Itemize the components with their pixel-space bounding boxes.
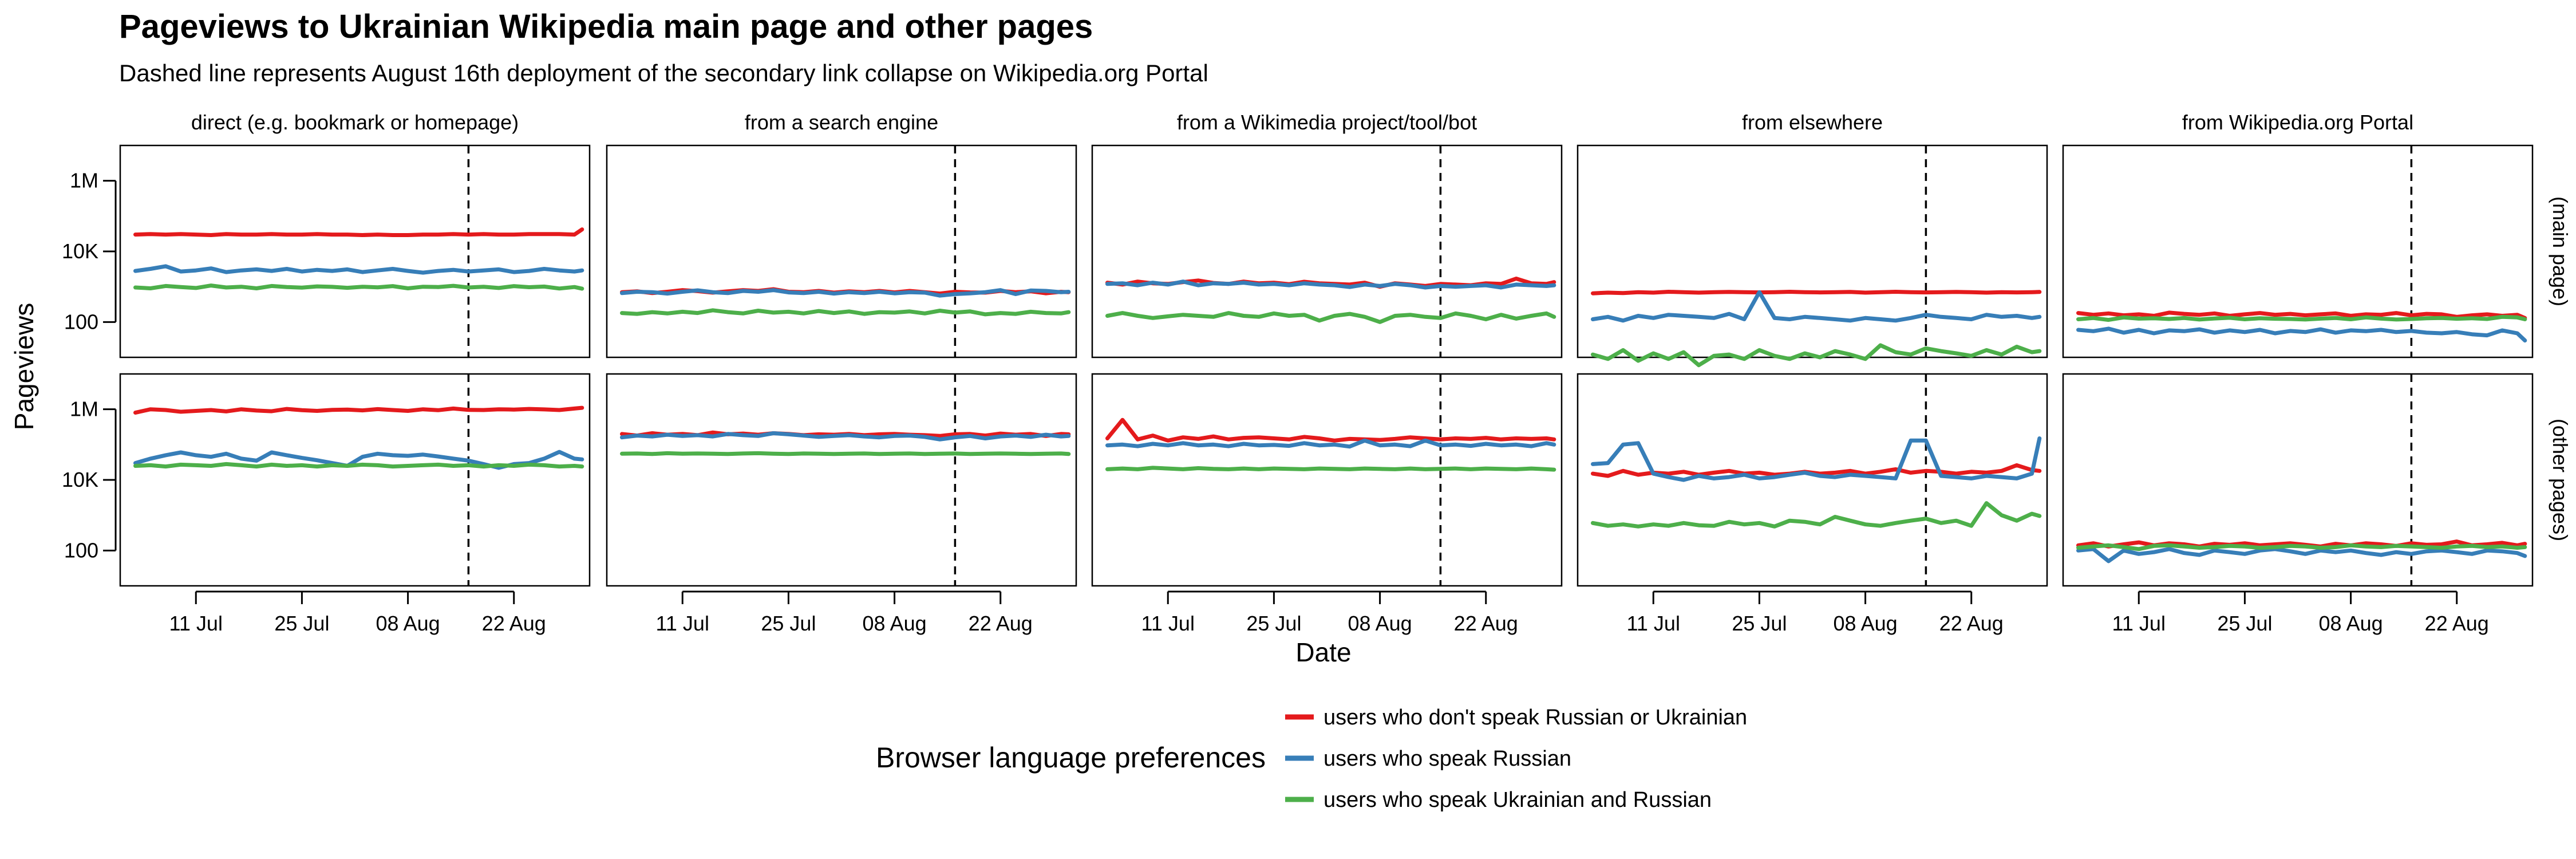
x-tick-label: 11 Jul: [169, 612, 223, 635]
x-tick-label: 22 Aug: [482, 612, 546, 635]
x-tick-label: 08 Aug: [2319, 612, 2383, 635]
row-label: (other pages): [2549, 419, 2572, 541]
series-line: [1591, 436, 2042, 482]
panel-frame: [1091, 373, 1563, 587]
panel: [1091, 144, 1563, 358]
x-tick-label: 25 Jul: [1246, 612, 1301, 635]
series-line: [133, 405, 584, 415]
series-line: [2076, 314, 2527, 322]
series-line: [620, 431, 1071, 442]
x-tick-label: 11 Jul: [2112, 612, 2166, 635]
series-line: [1105, 438, 1556, 449]
legend-label: users who don't speak Russian or Ukraini…: [1323, 706, 1747, 730]
column-label: from Wikipedia.org Portal: [2182, 111, 2413, 134]
panel: [119, 144, 591, 358]
x-tick-label: 11 Jul: [1627, 612, 1680, 635]
panel: [2062, 373, 2534, 587]
x-tick-label: 08 Aug: [1834, 612, 1898, 635]
row-label: (main page): [2549, 196, 2572, 306]
x-tick-label: 22 Aug: [2425, 612, 2489, 635]
series-line: [1591, 501, 2042, 529]
x-tick-label: 08 Aug: [863, 612, 927, 635]
x-tick-label: 25 Jul: [274, 612, 329, 635]
panel: [119, 373, 591, 587]
panel-frame: [1091, 144, 1563, 358]
panel-frame: [606, 144, 1077, 358]
series-line: [620, 308, 1071, 317]
column-label: from elsewhere: [1742, 111, 1883, 134]
panel: [606, 373, 1077, 587]
y-tick-label: 1M: [70, 169, 98, 192]
panel-frame: [1577, 373, 2048, 587]
legend-title: Browser language preferences: [876, 742, 1266, 774]
x-tick-label: 22 Aug: [969, 612, 1033, 635]
y-tick-label: 100: [64, 310, 98, 333]
series-line: [1105, 466, 1556, 472]
series-line: [2076, 543, 2527, 551]
column-label: from a search engine: [745, 111, 938, 134]
panels: [119, 144, 2534, 587]
x-tick-label: 25 Jul: [761, 612, 816, 635]
series-line: [1105, 279, 1556, 290]
panel: [1091, 373, 1563, 587]
series-line: [2076, 326, 2527, 343]
x-tick-label: 22 Aug: [1454, 612, 1518, 635]
panel-frame: [119, 144, 591, 358]
panel-frame: [2062, 144, 2534, 358]
y-tick-label: 100: [64, 538, 98, 562]
legend-label: users who speak Ukrainian and Russian: [1323, 788, 1712, 812]
series-line: [1591, 463, 2042, 478]
y-tick-label: 10K: [62, 239, 98, 263]
series-line: [133, 283, 584, 291]
legend: users who don't speak Russian or Ukraini…: [1285, 706, 1747, 812]
y-tick-label: 1M: [70, 397, 98, 421]
x-tick-label: 25 Jul: [1732, 612, 1787, 635]
y-tick-label: 10K: [62, 468, 98, 491]
series-line: [133, 462, 584, 469]
panel-frame: [1577, 144, 2048, 358]
series-line: [2076, 547, 2527, 564]
x-tick-label: 11 Jul: [1141, 612, 1195, 635]
panel: [2062, 144, 2534, 358]
series-line: [1591, 290, 2042, 295]
x-tick-label: 08 Aug: [376, 612, 440, 635]
series-line: [1105, 417, 1556, 443]
series-line: [620, 288, 1071, 298]
y-axis-label: Pageviews: [9, 303, 39, 430]
x-tick-label: 11 Jul: [656, 612, 709, 635]
series-line: [1591, 343, 2042, 368]
column-label: direct (e.g. bookmark or homepage): [191, 111, 519, 134]
panel-frame: [606, 373, 1077, 587]
chart-subtitle: Dashed line represents August 16th deplo…: [119, 60, 1208, 86]
panel: [1577, 144, 2048, 368]
chart-title: Pageviews to Ukrainian Wikipedia main pa…: [119, 8, 1093, 45]
series-line: [133, 264, 584, 275]
legend-label: users who speak Russian: [1323, 747, 1571, 771]
x-axis-label: Date: [1295, 637, 1351, 667]
series-line: [620, 451, 1071, 456]
column-label: from a Wikimedia project/tool/bot: [1177, 111, 1477, 134]
x-tick-label: 08 Aug: [1348, 612, 1412, 635]
series-line: [133, 227, 584, 237]
panel: [1577, 373, 2048, 587]
panel-frame: [119, 373, 591, 587]
x-tick-label: 22 Aug: [1939, 612, 2004, 635]
x-tick-label: 25 Jul: [2217, 612, 2272, 635]
series-line: [1105, 311, 1556, 324]
series-line: [1591, 290, 2042, 323]
panel: [606, 144, 1077, 358]
